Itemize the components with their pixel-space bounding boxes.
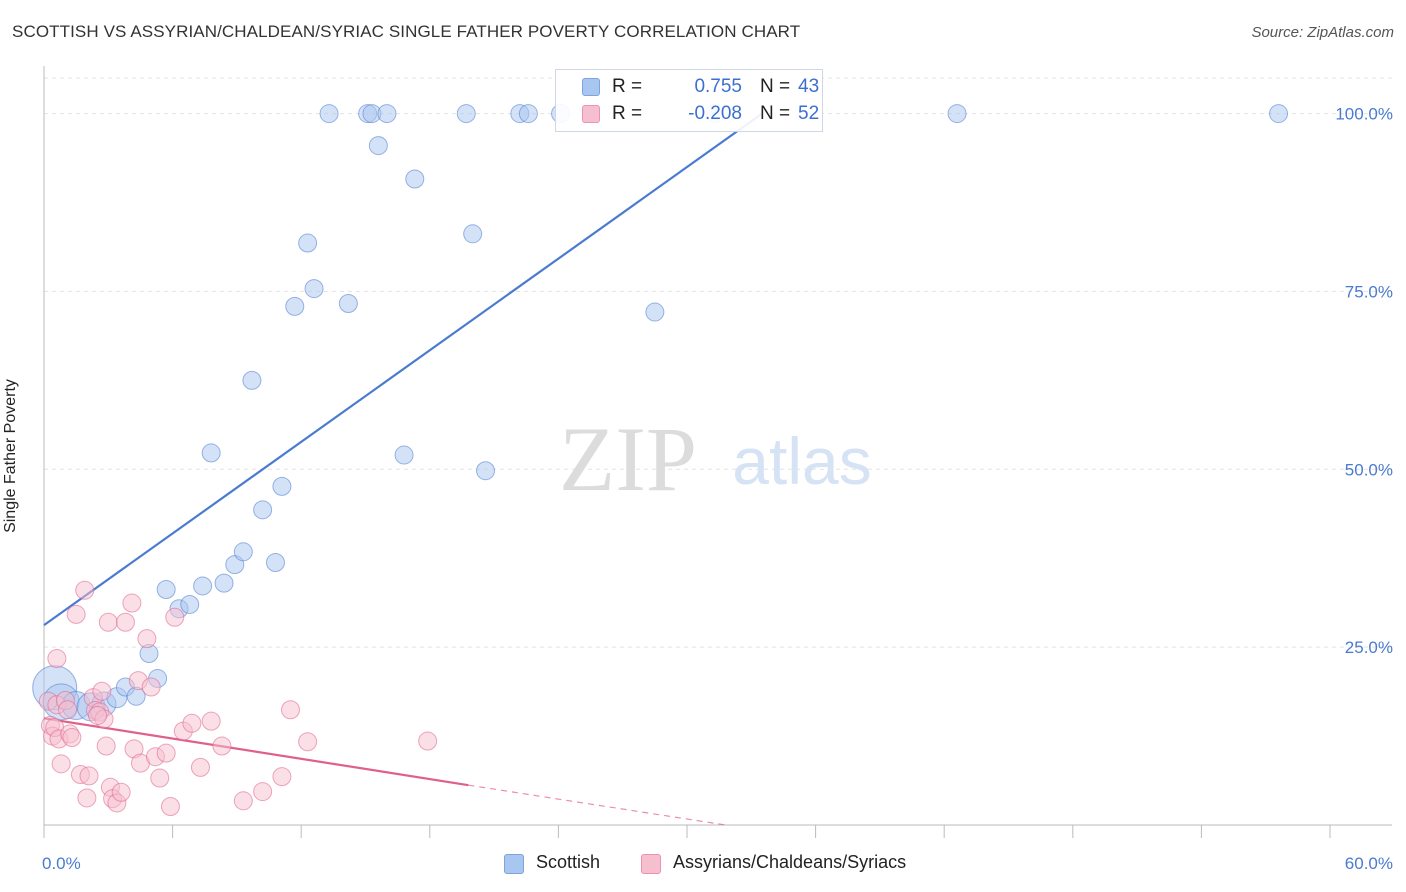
point-assyrian: [88, 705, 108, 725]
point-assyrian: [156, 743, 176, 763]
n-label: N =: [760, 103, 791, 124]
trend-line-assyrian: [43, 717, 469, 787]
legend-swatch-scottish: [582, 78, 600, 96]
y-tick-label: 25.0%: [1345, 638, 1393, 657]
r-label: R =: [612, 103, 643, 124]
r-label: R =: [612, 76, 643, 97]
point-assyrian: [418, 731, 438, 751]
point-assyrian: [190, 757, 210, 777]
y-tick-label: 100.0%: [1335, 105, 1393, 124]
point-scottish: [304, 279, 324, 299]
source-label: Source: ZipAtlas.com: [1251, 24, 1394, 41]
point-scottish: [156, 580, 176, 600]
trend-line-scottish: [43, 112, 763, 626]
point-assyrian: [75, 580, 95, 600]
point-scottish: [476, 461, 496, 481]
point-scottish: [1269, 104, 1289, 124]
point-scottish: [319, 104, 339, 124]
point-scottish: [272, 476, 292, 496]
point-assyrian: [47, 649, 67, 669]
legend-swatch-assyrian: [582, 105, 600, 123]
point-scottish: [368, 136, 388, 156]
watermark: ZIP atlas: [559, 408, 872, 510]
point-scottish: [463, 224, 483, 244]
point-scottish: [242, 370, 262, 390]
tick-labels: 25.0% 50.0% 75.0% 100.0% 0.0% 60.0%: [42, 105, 1393, 873]
watermark-zip: ZIP: [559, 408, 697, 510]
point-scottish: [214, 573, 234, 593]
point-scottish: [233, 542, 253, 562]
stats-legend: R = 0.755 N = 43 R = -0.208 N = 52: [555, 69, 823, 132]
r-value: 0.755: [694, 76, 742, 97]
point-assyrian: [62, 727, 82, 747]
trend-line-assyrian-extension: [468, 784, 726, 826]
point-scottish: [947, 104, 967, 124]
axes: [43, 66, 1392, 838]
point-assyrian: [51, 754, 71, 774]
watermark-atlas: atlas: [732, 424, 871, 498]
point-assyrian: [212, 736, 232, 756]
n-value: 52: [798, 103, 820, 124]
point-scottish: [338, 294, 358, 314]
point-assyrian: [182, 713, 202, 733]
legend-label-scottish: Scottish: [536, 852, 601, 872]
point-assyrian: [201, 711, 221, 731]
point-scottish: [285, 296, 305, 316]
point-scottish: [394, 445, 414, 465]
point-scottish: [180, 594, 200, 614]
point-assyrian: [111, 782, 131, 802]
point-scottish: [265, 552, 285, 572]
point-scottish: [405, 169, 425, 189]
point-assyrian: [150, 768, 170, 788]
point-assyrian: [92, 681, 112, 701]
n-value: 43: [798, 76, 820, 97]
point-assyrian: [98, 612, 118, 632]
point-assyrian: [79, 766, 99, 786]
x-tick-label: 0.0%: [42, 854, 81, 873]
point-scottish: [193, 576, 213, 596]
r-value: -0.208: [688, 103, 742, 124]
point-assyrian: [141, 677, 161, 697]
point-assyrian: [58, 700, 78, 720]
point-assyrian: [96, 736, 116, 756]
point-scottish: [518, 104, 538, 124]
point-scottish: [456, 104, 476, 124]
point-assyrian: [298, 732, 318, 752]
point-assyrian: [253, 782, 273, 802]
point-assyrian: [280, 700, 300, 720]
point-scottish: [201, 443, 221, 463]
point-assyrian: [272, 767, 292, 787]
point-scottish: [253, 500, 273, 520]
x-tick-label: 60.0%: [1345, 854, 1393, 873]
point-assyrian: [137, 629, 157, 649]
trend-lines: [43, 112, 763, 826]
point-assyrian: [115, 612, 135, 632]
n-label: N =: [760, 76, 791, 97]
legend-swatch-scottish: [504, 854, 524, 874]
gridlines: [44, 77, 1392, 648]
point-scottish: [298, 233, 318, 253]
legend-label-assyrian: Assyrians/Chaldeans/Syriacs: [673, 852, 907, 872]
point-assyrian: [122, 593, 142, 613]
legend-swatch-assyrian: [641, 854, 661, 874]
chart-title: SCOTTISH VS ASSYRIAN/CHALDEAN/SYRIAC SIN…: [12, 22, 801, 41]
point-scottish: [377, 104, 397, 124]
y-tick-label: 50.0%: [1345, 460, 1393, 479]
point-assyrian: [160, 797, 180, 817]
y-tick-label: 75.0%: [1345, 282, 1393, 301]
point-assyrian: [165, 607, 185, 627]
point-assyrian: [66, 604, 86, 624]
point-assyrian: [77, 788, 97, 808]
point-scottish: [645, 302, 665, 322]
point-assyrian: [233, 791, 253, 811]
